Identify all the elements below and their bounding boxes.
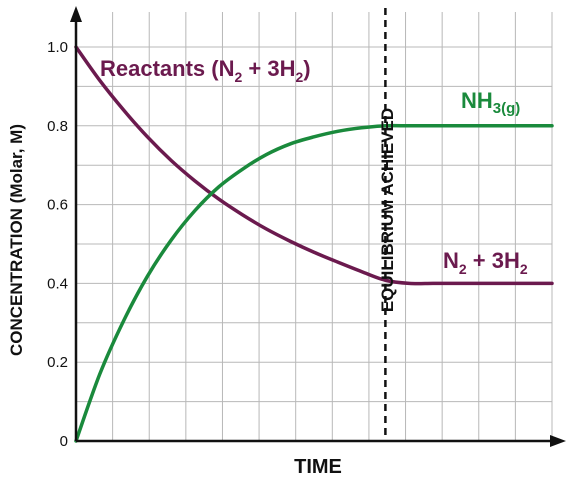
- series-line-reactants: [74, 45, 554, 286]
- y-tick-label: 0.6: [47, 197, 68, 214]
- reactants-end-label: N2 + 3H2: [443, 248, 528, 277]
- x-axis-title: TIME: [294, 456, 342, 478]
- series-line-nh3: [74, 123, 554, 443]
- y-axis-arrow-icon: [70, 6, 82, 22]
- nh3-label: NH3(g): [461, 88, 520, 117]
- grid-lines: [76, 12, 553, 441]
- y-tick-label: 0.8: [47, 118, 68, 135]
- y-tick-label: 1.0: [47, 39, 68, 56]
- y-tick-label: 0.2: [47, 354, 68, 371]
- y-tick-labels: 0 0.2 0.4 0.6 0.8 1.0: [47, 39, 68, 450]
- x-axis-arrow-icon: [550, 435, 566, 447]
- equilibrium-label: EQUILIBRIUM ACHIEVED: [378, 108, 397, 312]
- y-tick-label: 0: [60, 433, 68, 450]
- y-axis-title: CONCENTRATION (Molar, M): [7, 124, 26, 356]
- reactants-label: Reactants (N2 + 3H2): [100, 56, 311, 85]
- y-tick-label: 0.4: [47, 275, 68, 292]
